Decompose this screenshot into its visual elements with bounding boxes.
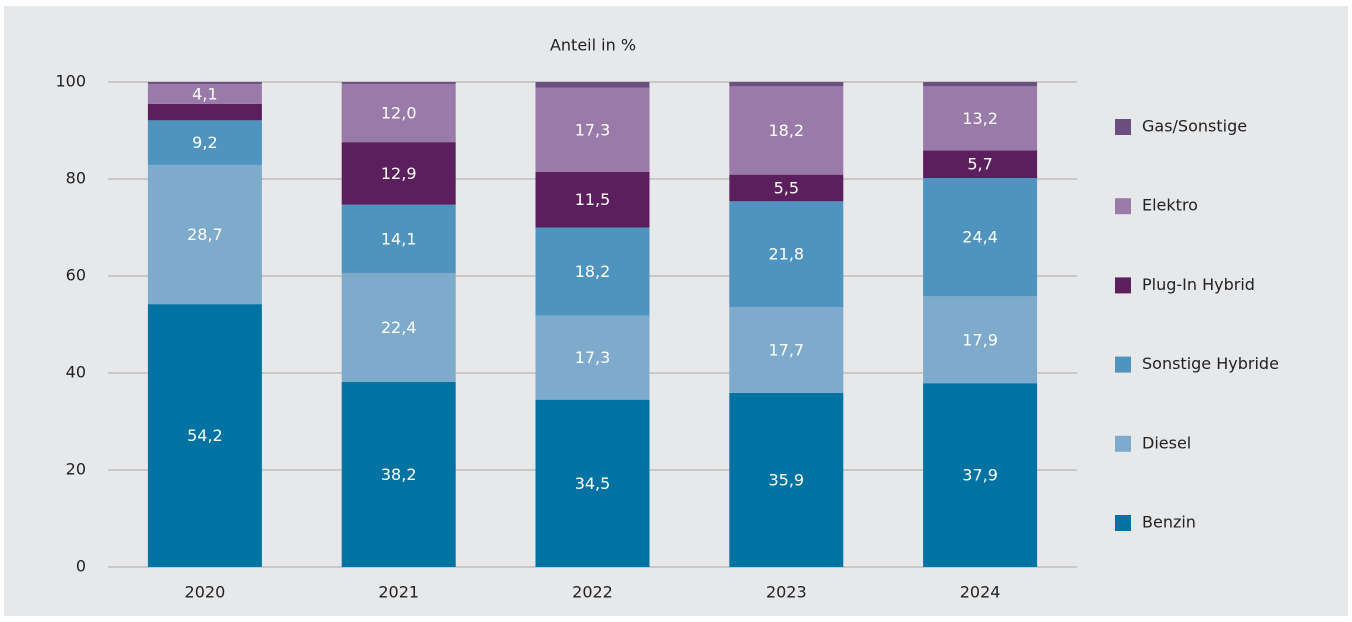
legend-swatch [1115, 198, 1131, 215]
data-label: 9,2 [192, 133, 217, 152]
y-tick-label: 20 [66, 460, 86, 479]
data-label: 28,7 [187, 225, 223, 244]
bar-segment [729, 174, 844, 202]
y-tick-label: 60 [66, 266, 86, 285]
data-label: 22,4 [381, 318, 417, 337]
bar-segment [341, 381, 456, 567]
bar-segment [923, 150, 1038, 179]
bar-segment [147, 120, 262, 165]
legend-swatch [1115, 515, 1131, 531]
data-label: 17,7 [768, 340, 804, 359]
bar-segment [729, 86, 844, 175]
bar-segment [341, 204, 456, 274]
data-label: 5,5 [774, 178, 799, 197]
legend-swatch [1115, 277, 1131, 294]
legend-label: Elektro [1142, 196, 1198, 215]
bar-segment [147, 304, 262, 567]
bar-segment [147, 83, 262, 104]
data-label: 21,8 [768, 245, 804, 264]
bar-segment [147, 164, 262, 305]
bar-segment [923, 178, 1038, 297]
bar-segment [729, 307, 844, 393]
data-label: 24,4 [962, 228, 998, 247]
y-tick-label: 0 [76, 557, 86, 576]
y-tick-label: 100 [55, 72, 86, 91]
bar-segment [729, 392, 844, 567]
data-label: 17,3 [575, 120, 611, 139]
legend-label: Plug-In Hybrid [1142, 275, 1255, 294]
legend-label: Benzin [1142, 513, 1196, 532]
bar-segment [341, 273, 456, 382]
data-label: 17,9 [962, 330, 998, 349]
bar-segment [535, 227, 650, 316]
legend-label: Gas/Sonstige [1142, 117, 1247, 136]
legend-swatch [1115, 119, 1131, 135]
data-label: 14,1 [381, 229, 417, 248]
y-tick-label: 40 [66, 363, 86, 382]
x-tick-label: 2022 [572, 583, 613, 602]
bar-segment [535, 315, 650, 400]
data-label: 17,3 [575, 348, 611, 367]
data-label: 12,0 [381, 104, 417, 123]
legend-swatch [1115, 435, 1131, 452]
data-label: 37,9 [962, 466, 998, 485]
data-label: 11,5 [575, 190, 611, 209]
data-label: 5,7 [967, 155, 992, 174]
bar-segment [535, 399, 650, 567]
data-label: 34,5 [575, 474, 611, 493]
bar-segment [923, 82, 1038, 87]
bar-segment [535, 87, 650, 172]
data-label: 38,2 [381, 465, 417, 484]
data-label: 35,9 [768, 470, 804, 489]
bar-segment [341, 82, 456, 84]
x-tick-label: 2024 [960, 583, 1001, 602]
legend-label: Sonstige Hybride [1142, 354, 1279, 373]
bar-segment [147, 103, 262, 121]
bar-segment [147, 82, 262, 84]
x-tick-label: 2023 [766, 583, 807, 602]
data-label: 12,9 [381, 164, 417, 183]
legend-label: Diesel [1142, 433, 1191, 452]
data-label: 18,2 [575, 262, 611, 281]
bar-segment [923, 296, 1038, 384]
x-tick-label: 2020 [185, 583, 226, 602]
bar-segment [535, 82, 650, 88]
bar-segment [729, 82, 844, 87]
bar-segment [923, 86, 1038, 151]
bar-segment [341, 83, 456, 143]
y-tick-label: 80 [66, 169, 86, 188]
bar-segment [341, 142, 456, 205]
data-label: 18,2 [768, 121, 804, 140]
data-label: 4,1 [192, 84, 217, 103]
chart-title: Anteil in % [550, 36, 636, 55]
bar-segment [729, 201, 844, 308]
x-tick-label: 2021 [378, 583, 419, 602]
bar-segment [535, 171, 650, 228]
bar-segment [923, 383, 1038, 567]
data-label: 13,2 [962, 109, 998, 128]
legend-swatch [1115, 356, 1131, 373]
data-label: 54,2 [187, 426, 223, 445]
